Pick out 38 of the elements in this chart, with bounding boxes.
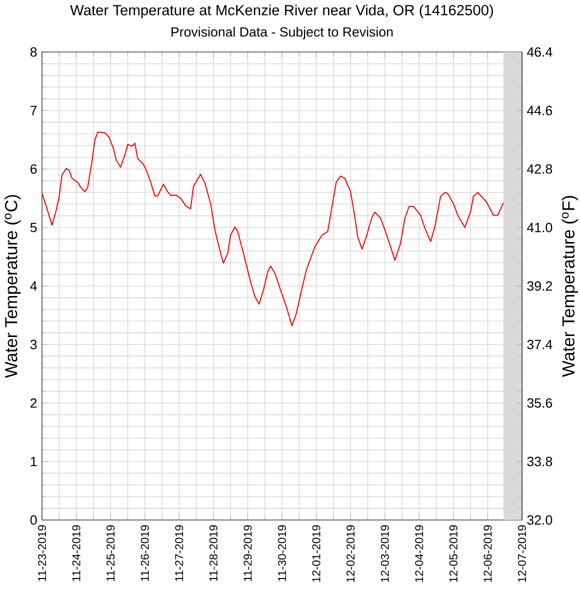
y2-tick-label: 33.8 [527,456,552,466]
y2-tick-label: 44.6 [527,106,552,116]
y-tick-label: 6 [30,164,37,174]
y2-tick-label: 32.0 [527,515,552,525]
y-tick-label: 1 [30,456,37,466]
x-tick-label: 12-01-2019 [312,525,320,582]
y-tick-label: 8 [30,47,37,57]
y2-tick-label: 46.4 [527,47,552,57]
line-series [42,132,504,326]
x-tick-label: 11-29-2019 [244,525,252,581]
x-tick-label: 11-27-2019 [175,525,184,581]
x-tick-label: 12-06-2019 [484,525,492,582]
x-tick-label: 11-23-2019 [38,525,46,581]
x-tick-label: 12-02-2019 [346,525,355,582]
x-tick-label: 11-26-2019 [140,525,149,581]
y-tick-label: 3 [30,340,37,350]
y-tick-label: 5 [30,222,37,232]
x-tick-label: 12-05-2019 [449,525,458,582]
chart-subtitle: Provisional Data - Subject to Revision [172,26,393,40]
y2-tick-label: 41.0 [527,222,552,232]
y2-axis-title: Water Temperature ($^{o}$F) [562,196,578,377]
y-tick-label: 7 [30,106,37,116]
x-tick-label: 12-04-2019 [415,525,424,582]
x-tick-label: 11-25-2019 [106,525,115,581]
y-axis-title: Water Temperature ($^{o}$C) [4,195,21,378]
chart-title: Water Temperature at McKenzie River near Vida, OR (14162500) [70,4,493,18]
y2-tick-label: 39.2 [527,281,552,291]
x-tick-label: 12-03-2019 [380,525,389,582]
x-tick-label: 11-30-2019 [278,525,286,581]
y2-tick-label: 42.8 [527,164,552,174]
y-tick-label: 4 [30,281,37,291]
x-tick-label: 11-28-2019 [209,525,218,581]
x-tick-label: 12-07-2019 [518,525,526,582]
y2-tick-label: 37.4 [527,340,552,350]
x-tick-label: 11-24-2019 [72,525,80,581]
y2-tick-label: 35.6 [527,398,552,408]
y-tick-label: 0 [30,515,37,525]
y-tick-label: 2 [30,398,37,408]
